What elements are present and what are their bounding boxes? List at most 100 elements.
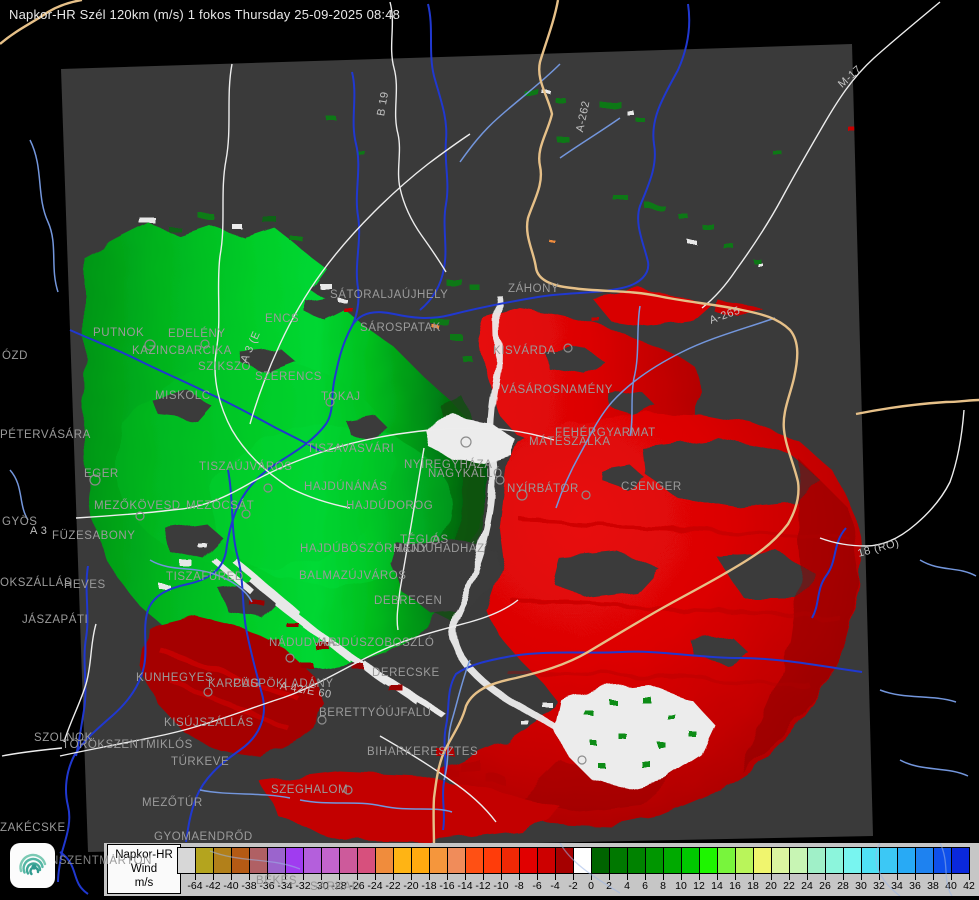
legend-color-box xyxy=(484,848,502,873)
legend-panel: Napkor-HR Wind m/s -64 -42 -40 -38 -36 -34 -32… xyxy=(104,843,979,896)
legend-color-box xyxy=(628,848,646,873)
legend-color-box xyxy=(214,848,232,873)
legend-tick-label: -32 xyxy=(295,880,311,892)
legend-color-box xyxy=(610,848,628,873)
legend-color-box xyxy=(592,848,610,873)
legend-tick xyxy=(249,874,250,880)
legend-color-box xyxy=(646,848,664,873)
legend-tick xyxy=(321,874,322,880)
legend-color-scale xyxy=(177,847,970,874)
road-lines xyxy=(1,1,965,823)
legend-color-box xyxy=(250,848,268,873)
legend-tick xyxy=(681,874,682,880)
legend-tick xyxy=(393,874,394,880)
minor-river-lines xyxy=(9,63,977,813)
legend-color-box xyxy=(268,848,286,873)
legend-tick-label: -16 xyxy=(439,880,455,892)
legend-tick-label: -12 xyxy=(475,880,491,892)
legend-tick xyxy=(213,874,214,880)
legend-tick-label: -42 xyxy=(205,880,221,892)
legend-tick xyxy=(537,874,538,880)
legend-product: Napkor-HR xyxy=(115,849,173,861)
legend-tick xyxy=(231,874,232,880)
legend-tick xyxy=(753,874,754,880)
legend-color-box xyxy=(376,848,394,873)
legend-tick-label: -26 xyxy=(349,880,365,892)
legend-tick xyxy=(447,874,448,880)
legend-tick-label: 30 xyxy=(855,880,867,892)
legend-tick-label: 10 xyxy=(675,880,687,892)
legend-color-box xyxy=(808,848,826,873)
legend-tick xyxy=(519,874,520,880)
legend-tick-label: -4 xyxy=(550,880,560,892)
legend-tick-label: 14 xyxy=(711,880,723,892)
legend-tick-label: -30 xyxy=(313,880,329,892)
legend-color-box xyxy=(520,848,538,873)
legend-tick-label: -20 xyxy=(403,880,419,892)
legend-color-box xyxy=(412,848,430,873)
legend-tick-label: 40 xyxy=(945,880,957,892)
legend-tick xyxy=(915,874,916,880)
legend-tick-label: 26 xyxy=(819,880,831,892)
legend-color-box xyxy=(772,848,790,873)
legend-color-box xyxy=(448,848,466,873)
legend-color-box xyxy=(952,848,969,873)
legend-tick-label: 34 xyxy=(891,880,903,892)
legend-tick xyxy=(465,874,466,880)
legend-color-box xyxy=(736,848,754,873)
legend-color-box xyxy=(574,848,592,873)
legend-tick xyxy=(789,874,790,880)
legend-color-box xyxy=(916,848,934,873)
village-markers xyxy=(89,339,591,795)
legend-color-box xyxy=(898,848,916,873)
legend-tick-label: 38 xyxy=(927,880,939,892)
radar-app-logo[interactable] xyxy=(10,843,55,888)
legend-color-box xyxy=(538,848,556,873)
legend-tick-label: 32 xyxy=(873,880,885,892)
legend-tick-label: -8 xyxy=(514,880,524,892)
legend-tick xyxy=(339,874,340,880)
legend-color-box xyxy=(862,848,880,873)
legend-tick xyxy=(825,874,826,880)
legend-unit: m/s xyxy=(134,877,154,889)
legend-tick xyxy=(843,874,844,880)
legend-tick-label: 4 xyxy=(624,880,630,892)
legend-tick-label: 20 xyxy=(765,880,777,892)
legend-color-box xyxy=(826,848,844,873)
legend-tick xyxy=(645,874,646,880)
legend-tick xyxy=(699,874,700,880)
legend-tick xyxy=(411,874,412,880)
legend-color-box xyxy=(700,848,718,873)
legend-color-box xyxy=(664,848,682,873)
legend-tick-label: -2 xyxy=(568,880,578,892)
legend-tick xyxy=(429,874,430,880)
legend-tick-label: 24 xyxy=(801,880,813,892)
legend-tick-label: -40 xyxy=(223,880,239,892)
legend-color-box xyxy=(790,848,808,873)
legend-tick-label: 28 xyxy=(837,880,849,892)
legend-tick-label: -36 xyxy=(259,880,275,892)
legend-tick xyxy=(627,874,628,880)
legend-tick xyxy=(933,874,934,880)
legend-tick-label: 12 xyxy=(693,880,705,892)
legend-tick-label: -6 xyxy=(532,880,542,892)
legend-tick-label: 6 xyxy=(642,880,648,892)
legend-tick-label: -10 xyxy=(493,880,509,892)
legend-tick-label: -18 xyxy=(421,880,437,892)
legend-tick xyxy=(771,874,772,880)
legend-color-box xyxy=(358,848,376,873)
legend-tick xyxy=(555,874,556,880)
legend-tick-label: -22 xyxy=(385,880,401,892)
legend-tick-label: 0 xyxy=(588,880,594,892)
bottom-strip xyxy=(0,896,979,900)
legend-tick xyxy=(303,874,304,880)
spiral-swirl-icon xyxy=(19,853,47,876)
legend-tick xyxy=(357,874,358,880)
legend-color-box xyxy=(682,848,700,873)
legend-tick-label: 8 xyxy=(660,880,666,892)
legend-tick xyxy=(717,874,718,880)
legend-color-box xyxy=(718,848,736,873)
legend-color-box xyxy=(880,848,898,873)
legend-tick xyxy=(375,874,376,880)
